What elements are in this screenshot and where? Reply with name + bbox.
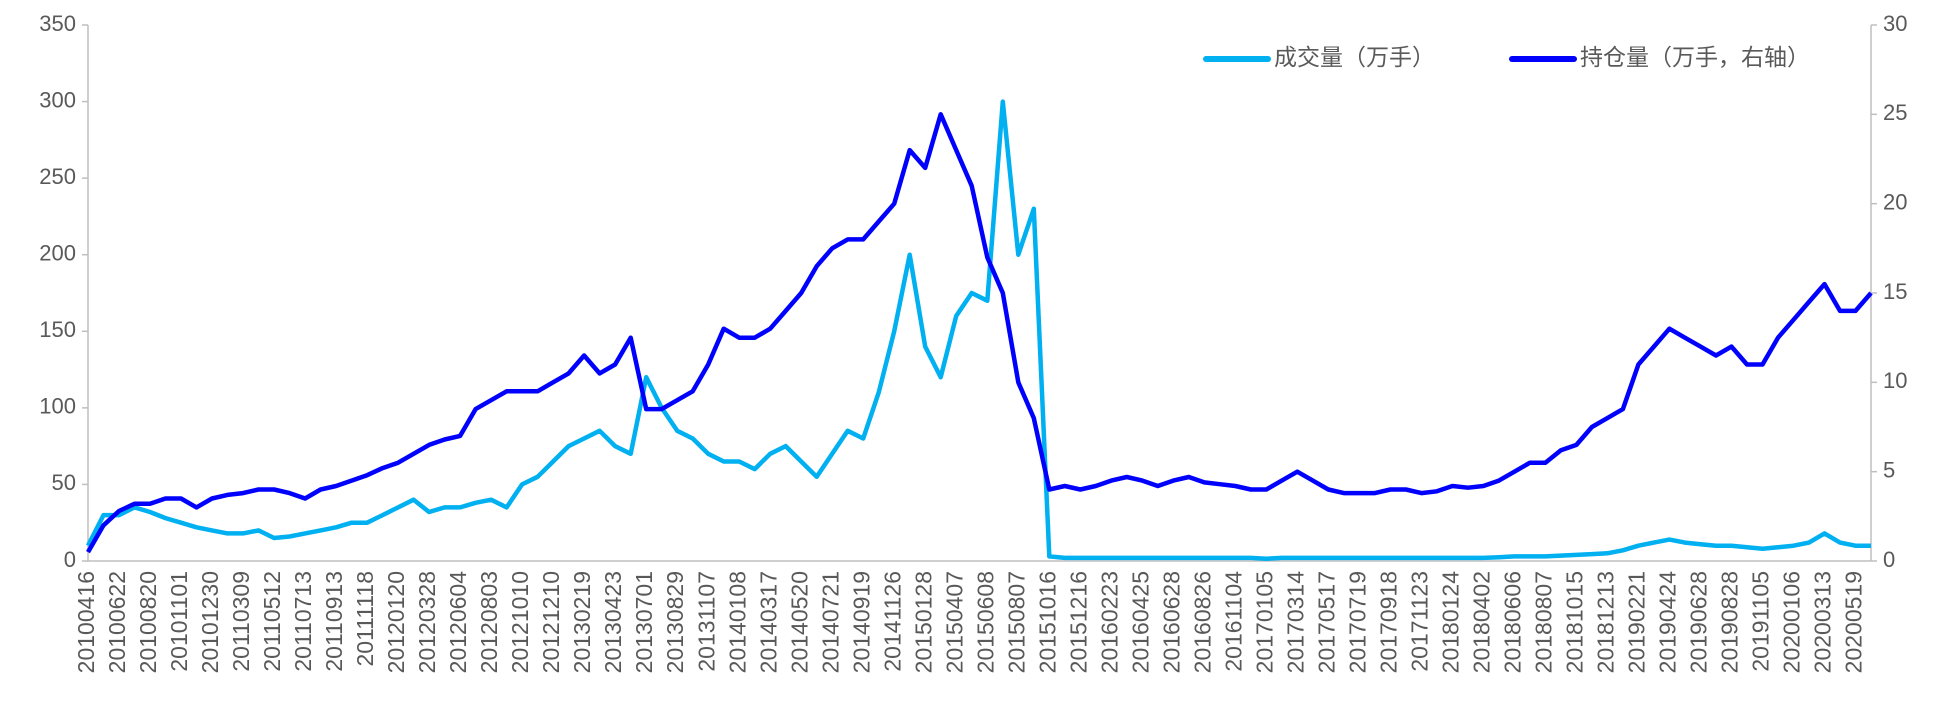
series-line <box>85 99 1871 561</box>
x-tick-label: 20161104 <box>1220 571 1246 672</box>
x-tick-label: 20101230 <box>197 571 223 673</box>
x-tick-label: 20190424 <box>1655 571 1681 674</box>
x-tick-label: 20140317 <box>755 571 781 673</box>
x-tick-label: 20120803 <box>476 571 502 673</box>
x-tick-label: 20140919 <box>848 571 874 673</box>
x-tick-label: 20100622 <box>104 571 130 673</box>
x-tick-label: 20130701 <box>631 571 657 673</box>
x-tick-label: 20160628 <box>1158 571 1184 673</box>
x-tick-label: 20111118 <box>352 571 378 667</box>
x-tick-label: 20140108 <box>724 571 750 673</box>
x-tick-label: 20101101 <box>166 571 192 672</box>
y2-tick-label: 15 <box>1883 279 1907 304</box>
x-tick-label: 20140721 <box>817 571 843 673</box>
y2-tick-label: 30 <box>1883 11 1907 36</box>
x-tick-label: 20120604 <box>445 571 471 674</box>
y2-tick-label: 10 <box>1883 368 1907 393</box>
x-tick-label: 20181015 <box>1561 571 1587 673</box>
y-tick-label: 350 <box>39 11 76 36</box>
x-tick-label: 20120120 <box>383 571 409 673</box>
x-tick-label: 20191105 <box>1748 571 1774 672</box>
y-tick-label: 100 <box>39 394 76 419</box>
x-tick-label: 20181213 <box>1593 571 1619 673</box>
x-tick-label: 20131107 <box>693 571 719 672</box>
x-tick-label: 20100416 <box>73 571 99 673</box>
y-tick-label: 150 <box>39 317 76 342</box>
x-tick-label: 20121210 <box>538 571 564 673</box>
y-tick-label: 250 <box>39 164 76 189</box>
x-tick-label: 20200106 <box>1779 571 1805 673</box>
x-tick-label: 20170719 <box>1344 571 1370 673</box>
x-tick-label: 20180402 <box>1468 571 1494 673</box>
x-tick-label: 20110913 <box>321 571 347 672</box>
x-tick-label: 20110512 <box>259 571 285 672</box>
x-tick-label: 20170105 <box>1251 571 1277 673</box>
y2-tick-label: 5 <box>1883 457 1895 482</box>
x-tick-label: 20130219 <box>569 571 595 673</box>
x-tick-label: 20110713 <box>290 571 316 672</box>
x-tick-label: 20160826 <box>1189 571 1215 673</box>
x-tick-label: 20190221 <box>1624 571 1650 673</box>
x-tick-label: 20200519 <box>1841 571 1867 673</box>
x-tick-label: 20190828 <box>1717 571 1743 673</box>
x-tick-label: 20160425 <box>1127 571 1153 673</box>
x-tick-label: 20151016 <box>1034 571 1060 673</box>
x-tick-label: 20151216 <box>1065 571 1091 673</box>
x-tick-label: 20150807 <box>1003 571 1029 673</box>
legend-label: 持仓量（万手，右轴） <box>1580 44 1810 70</box>
x-tick-label: 20121010 <box>507 571 533 673</box>
y2-tick-label: 0 <box>1883 547 1895 572</box>
legend-label: 成交量（万手） <box>1274 44 1435 70</box>
x-tick-label: 20170517 <box>1313 571 1339 673</box>
x-tick-label: 20130423 <box>600 571 626 673</box>
y-tick-label: 200 <box>39 241 76 266</box>
x-tick-label: 20150128 <box>910 571 936 673</box>
x-tick-label: 20180807 <box>1530 571 1556 673</box>
x-tick-label: 20180606 <box>1499 571 1525 673</box>
y-tick-label: 300 <box>39 87 76 112</box>
y2-tick-label: 20 <box>1883 189 1907 214</box>
x-tick-label: 20200313 <box>1810 571 1836 673</box>
x-tick-label: 20100820 <box>135 571 161 673</box>
x-tick-label: 20190628 <box>1686 571 1712 673</box>
y2-tick-label: 25 <box>1883 100 1907 125</box>
x-tick-label: 20110309 <box>228 571 254 672</box>
y-tick-label: 50 <box>52 470 76 495</box>
x-tick-label: 20130829 <box>662 571 688 673</box>
x-tick-label: 20120328 <box>414 571 440 673</box>
x-tick-label: 20141126 <box>879 571 905 672</box>
x-tick-label: 20150407 <box>941 571 967 673</box>
x-tick-label: 20180124 <box>1437 571 1463 674</box>
x-tick-label: 20170314 <box>1282 571 1308 674</box>
y-tick-label: 0 <box>64 547 76 572</box>
x-tick-label: 20170918 <box>1375 571 1401 673</box>
x-tick-label: 20160223 <box>1096 571 1122 673</box>
x-tick-label: 20171123 <box>1406 571 1432 672</box>
x-tick-label: 20140520 <box>786 571 812 673</box>
x-tick-label: 20150608 <box>972 571 998 673</box>
series-line <box>86 112 1873 554</box>
